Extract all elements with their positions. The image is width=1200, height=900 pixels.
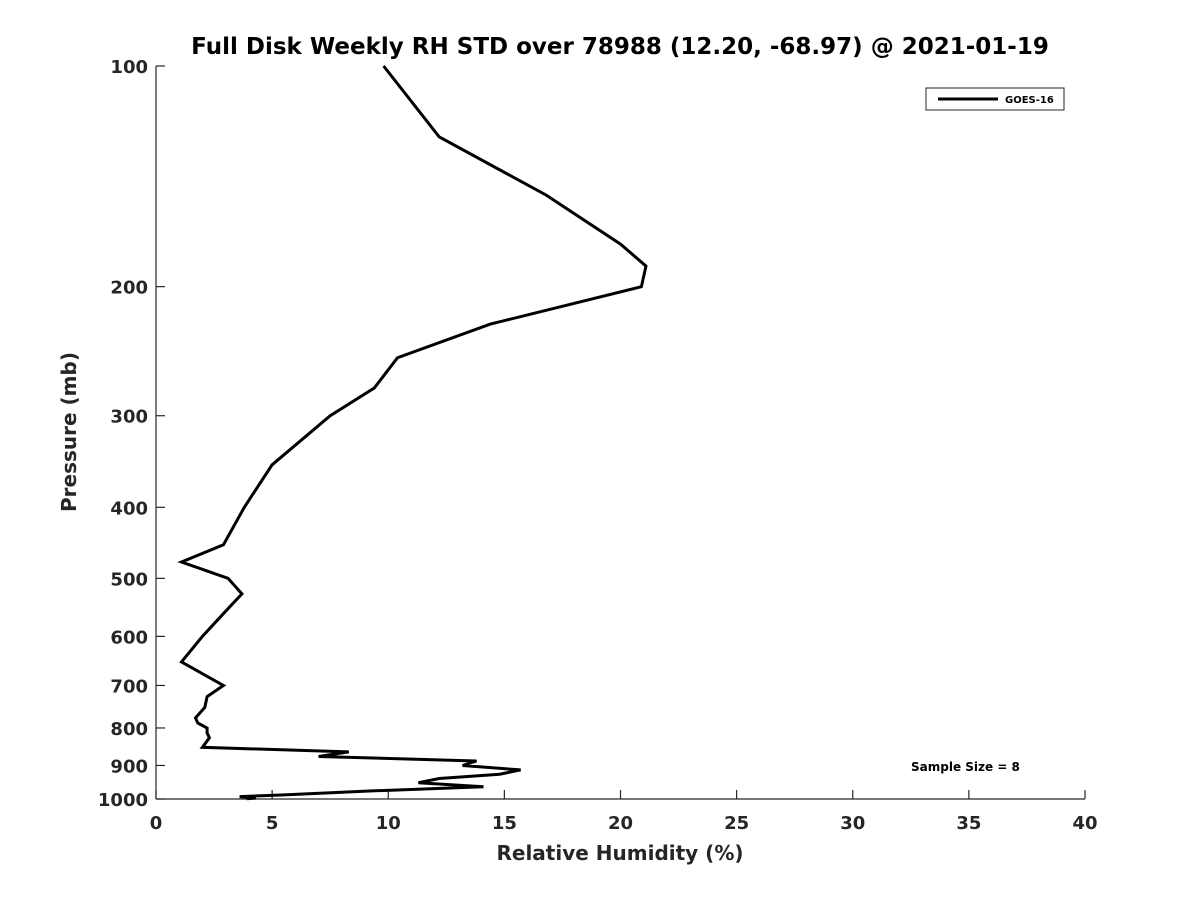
legend: GOES-16 bbox=[925, 87, 1065, 111]
sample-size-annotation: Sample Size = 8 bbox=[911, 760, 1020, 774]
y-tick-label: 700 bbox=[110, 676, 148, 697]
y-tick-label: 500 bbox=[110, 569, 148, 590]
legend-label-goes-16: GOES-16 bbox=[1005, 95, 1054, 106]
x-axis-label: Relative Humidity (%) bbox=[496, 841, 743, 865]
x-axis-ticks: 0 5 10 15 20 25 30 35 40 bbox=[150, 790, 1098, 834]
y-tick-label: 800 bbox=[110, 719, 148, 740]
x-tick-label: 20 bbox=[608, 813, 633, 834]
x-tick-label: 5 bbox=[266, 813, 279, 834]
x-tick-label: 40 bbox=[1072, 813, 1097, 834]
y-tick-label: 1000 bbox=[98, 790, 148, 811]
chart-title: Full Disk Weekly RH STD over 78988 (12.2… bbox=[191, 34, 1049, 60]
y-tick-label: 900 bbox=[110, 756, 148, 777]
series-line-goes-16 bbox=[177, 65, 648, 801]
x-tick-label: 35 bbox=[956, 813, 981, 834]
series-group bbox=[177, 65, 648, 801]
y-tick-label: 600 bbox=[110, 627, 148, 648]
x-tick-label: 25 bbox=[724, 813, 749, 834]
y-tick-label: 400 bbox=[110, 498, 148, 519]
y-tick-label: 200 bbox=[110, 278, 148, 299]
y-tick-label: 100 bbox=[110, 57, 148, 78]
x-tick-label: 15 bbox=[492, 813, 517, 834]
x-tick-label: 0 bbox=[150, 813, 163, 834]
y-tick-label: 300 bbox=[110, 407, 148, 428]
y-axis-label: Pressure (mb) bbox=[57, 352, 81, 512]
y-axis-ticks: 100 200 300 400 500 600 700 800 900 1000 bbox=[98, 57, 165, 811]
x-tick-label: 10 bbox=[376, 813, 401, 834]
x-tick-label: 30 bbox=[840, 813, 865, 834]
